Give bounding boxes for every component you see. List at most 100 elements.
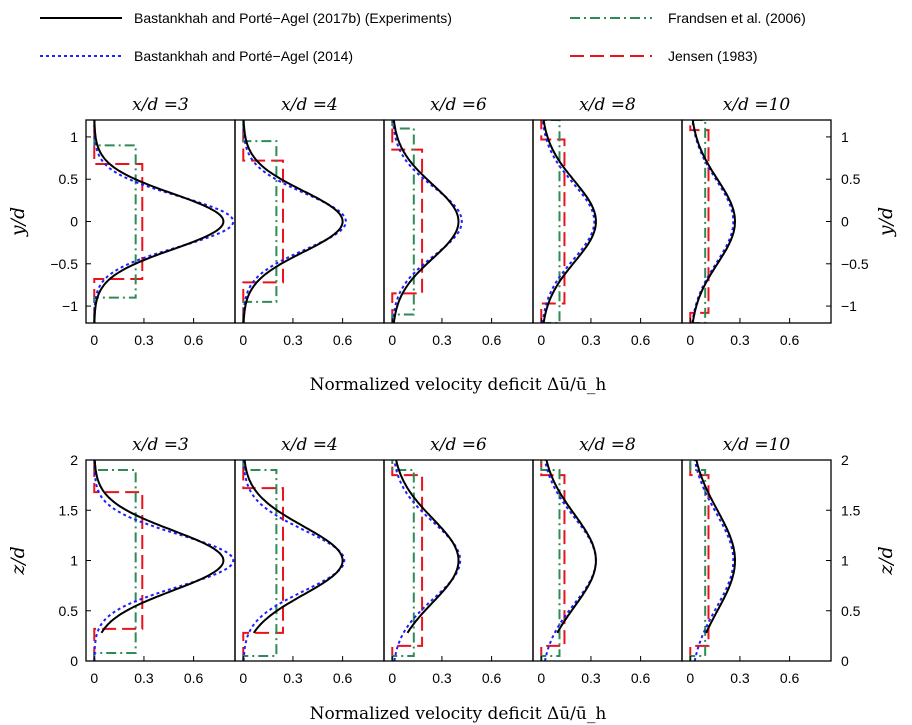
series-bastankhah-2014 bbox=[392, 120, 463, 323]
series-experiments bbox=[392, 120, 460, 323]
x-tick-label: 0 bbox=[388, 332, 396, 348]
y-tick-label-left: 0.5 bbox=[59, 171, 79, 187]
y-tick-label-left: 1 bbox=[70, 553, 78, 569]
x-tick-label: 0.3 bbox=[581, 332, 601, 348]
series-bastankhah-2014 bbox=[541, 120, 596, 323]
x-tick-label: 0 bbox=[686, 332, 694, 348]
panel-title: x/d =8 bbox=[579, 435, 636, 455]
x-tick-label: 0.3 bbox=[730, 332, 750, 348]
panel-title: x/d =4 bbox=[281, 95, 338, 115]
legend-label-dashed: Jensen (1983) bbox=[668, 48, 758, 64]
panel-plot-area bbox=[242, 460, 346, 661]
legend: Bastankhah and Porté−Agel (2017b) (Exper… bbox=[40, 10, 806, 64]
series-frandsen bbox=[242, 120, 278, 323]
x-tick-label: 0.3 bbox=[283, 670, 303, 686]
series-frandsen bbox=[93, 120, 137, 323]
y-axis-label-left: z/d bbox=[7, 546, 29, 576]
series-experiments bbox=[93, 460, 225, 634]
series-jensen bbox=[242, 460, 285, 661]
panel-bottom-5: 0 0.3 0.6 x/d =10 bbox=[681, 435, 832, 686]
y-tick-label-right: 1 bbox=[841, 553, 849, 569]
panel-plot-area bbox=[689, 120, 737, 323]
y-tick-label-right: 0 bbox=[841, 214, 849, 230]
panel-bottom-4: 0 0.3 0.6 x/d =8 bbox=[532, 435, 683, 686]
series-frandsen bbox=[242, 460, 278, 661]
legend-label-dotted: Bastankhah and Porté−Agel (2014) bbox=[134, 48, 353, 64]
x-tick-label: 0.6 bbox=[780, 670, 800, 686]
panel-title: x/d =10 bbox=[723, 435, 791, 455]
x-tick-label: 0.3 bbox=[581, 670, 601, 686]
panel-bottom-2: 0 0.3 0.6 x/d =4 bbox=[234, 435, 385, 686]
y-tick-label-right: 0 bbox=[841, 653, 849, 669]
x-tick-label: 0.3 bbox=[432, 670, 452, 686]
series-experiments bbox=[242, 120, 344, 323]
x-tick-label: 0 bbox=[90, 670, 98, 686]
x-tick-label: 0.3 bbox=[432, 332, 452, 348]
series-frandsen bbox=[689, 460, 707, 661]
legend-label-solid: Bastankhah and Porté−Agel (2017b) (Exper… bbox=[134, 10, 452, 26]
x-tick-label: 0.6 bbox=[780, 332, 800, 348]
series-frandsen bbox=[93, 460, 137, 661]
y-tick-label-left: −1 bbox=[62, 298, 78, 314]
panel-plot-area bbox=[391, 460, 462, 661]
panel-title: x/d =8 bbox=[579, 95, 636, 115]
series-bastankhah-2014 bbox=[93, 460, 235, 661]
panel-title: x/d =6 bbox=[430, 435, 487, 455]
y-tick-label-right: −0.5 bbox=[841, 256, 869, 272]
series-jensen bbox=[689, 460, 710, 661]
series-jensen bbox=[391, 120, 424, 323]
x-tick-label: 0.3 bbox=[134, 670, 154, 686]
y-tick-label-left: 0 bbox=[70, 653, 78, 669]
panel-plot-area bbox=[540, 120, 597, 323]
x-tick-label: 0 bbox=[239, 670, 247, 686]
x-tick-label: 0.3 bbox=[134, 332, 154, 348]
y-tick-label-right: 0.5 bbox=[841, 171, 861, 187]
x-tick-label: 0.3 bbox=[283, 332, 303, 348]
series-experiments bbox=[243, 460, 344, 634]
panel-plot-area bbox=[93, 460, 235, 661]
series-experiments bbox=[542, 120, 597, 323]
x-tick-label: 0.6 bbox=[482, 670, 502, 686]
series-bastankhah-2014 bbox=[93, 120, 235, 323]
x-axis-label: Normalized velocity deficit Δū/ū_h bbox=[310, 704, 607, 724]
panel-plot-area bbox=[540, 460, 597, 661]
series-jensen bbox=[93, 460, 144, 661]
x-tick-label: 0.6 bbox=[631, 670, 651, 686]
x-tick-label: 0.3 bbox=[730, 670, 750, 686]
series-jensen bbox=[689, 120, 710, 323]
x-tick-label: 0.6 bbox=[482, 332, 502, 348]
series-bastankhah-2014 bbox=[393, 460, 462, 661]
y-tick-label-right: 1.5 bbox=[841, 502, 861, 518]
y-tick-label-right: 0.5 bbox=[841, 603, 861, 619]
panel-plot-area bbox=[391, 120, 463, 323]
panel-top-1: 0 0.3 0.6 x/d =3 bbox=[85, 95, 236, 348]
x-tick-label: 0 bbox=[537, 332, 545, 348]
panel-top-5: 0 0.3 0.6 x/d =10 bbox=[681, 95, 832, 348]
y-tick-label-right: 1 bbox=[841, 129, 849, 145]
y-axis-label-right: y/d bbox=[875, 207, 897, 237]
series-jensen bbox=[242, 120, 285, 323]
series-jensen bbox=[93, 120, 144, 323]
series-frandsen bbox=[690, 120, 707, 323]
y-tick-label-left: 0 bbox=[70, 214, 78, 230]
y-tick-label-left: 2 bbox=[70, 452, 78, 468]
panel-bottom-1: 0 0.3 0.6 x/d =3 bbox=[85, 435, 236, 686]
panel-frame bbox=[234, 459, 385, 662]
x-tick-label: 0.6 bbox=[184, 670, 204, 686]
x-tick-label: 0.6 bbox=[631, 332, 651, 348]
panel-title: x/d =3 bbox=[132, 95, 189, 115]
series-jensen bbox=[540, 460, 566, 661]
panel-frame bbox=[85, 459, 236, 662]
panel-title: x/d =3 bbox=[132, 435, 189, 455]
panel-frame bbox=[85, 119, 236, 324]
x-tick-label: 0 bbox=[90, 332, 98, 348]
y-tick-label-right: −1 bbox=[841, 298, 857, 314]
y-tick-label-right: 2 bbox=[841, 452, 849, 468]
panel-frame bbox=[532, 119, 683, 324]
series-bastankhah-2014 bbox=[242, 120, 347, 323]
x-tick-label: 0.6 bbox=[333, 332, 353, 348]
series-bastankhah-2014 bbox=[242, 460, 346, 661]
panel-plot-area bbox=[689, 460, 736, 661]
series-experiments bbox=[695, 460, 736, 634]
